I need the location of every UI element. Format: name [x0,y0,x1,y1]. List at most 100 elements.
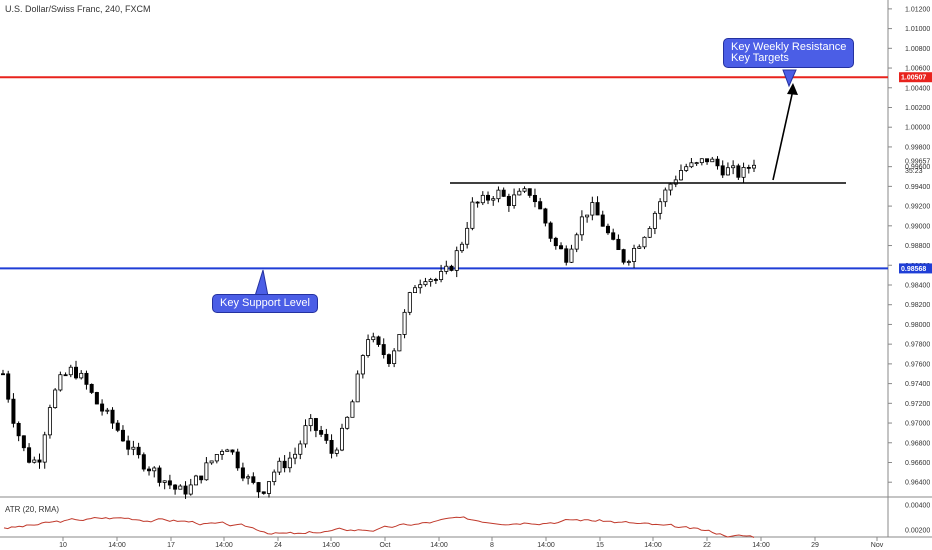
candle[interactable] [152,467,157,472]
candle[interactable] [605,225,610,234]
candle[interactable] [126,440,131,450]
candle[interactable] [308,418,313,427]
candle[interactable] [282,460,287,469]
resistance-callout[interactable]: Key Weekly Resistance Key Targets [723,38,855,68]
candle[interactable] [564,248,569,263]
candle[interactable] [663,189,668,203]
candle[interactable] [11,398,16,424]
candle[interactable] [517,190,522,196]
candle[interactable] [53,389,58,409]
candle[interactable] [94,392,99,405]
candle[interactable] [626,261,631,263]
candle[interactable] [303,425,308,445]
candle[interactable] [230,449,235,453]
candle[interactable] [397,334,402,352]
candle[interactable] [355,373,360,403]
candle[interactable] [277,460,282,473]
candle[interactable] [752,164,757,169]
candle[interactable] [42,434,47,463]
candle[interactable] [167,480,172,486]
candle[interactable] [652,212,657,229]
candle[interactable] [574,234,579,250]
candle[interactable] [407,292,412,313]
candle[interactable] [350,401,355,418]
candle[interactable] [433,279,438,281]
candle[interactable] [266,481,271,494]
candle[interactable] [423,281,428,286]
support-callout[interactable]: Key Support Level [212,294,318,313]
candle[interactable] [199,475,204,481]
candle[interactable] [465,227,470,245]
candle[interactable] [548,222,553,239]
candle[interactable] [110,409,115,424]
candle[interactable] [204,462,209,481]
candle[interactable] [261,491,266,494]
candle[interactable] [600,214,605,227]
candle[interactable] [678,170,683,181]
candle[interactable] [658,201,663,214]
candle[interactable] [339,427,344,451]
candle[interactable] [689,162,694,168]
candle[interactable] [272,471,277,483]
candle[interactable] [0,373,6,376]
candle[interactable] [376,336,381,345]
candle[interactable] [684,166,689,171]
candle[interactable] [68,366,73,376]
candle[interactable] [115,422,120,431]
candle[interactable] [746,167,751,169]
candle[interactable] [240,467,245,479]
candle[interactable] [428,279,433,283]
candle[interactable] [334,449,339,454]
candle[interactable] [235,451,240,469]
candle[interactable] [63,374,68,377]
candle[interactable] [486,194,491,201]
candle[interactable] [590,202,595,216]
candle[interactable] [637,246,642,249]
candle[interactable] [694,162,699,165]
candle[interactable] [225,449,230,452]
candle[interactable] [668,183,673,191]
candle[interactable] [256,482,261,493]
candle[interactable] [579,216,584,236]
candle[interactable] [595,202,600,216]
candle[interactable] [449,265,454,271]
candle[interactable] [386,354,391,364]
candle[interactable] [27,447,32,463]
candle[interactable] [329,439,334,454]
candle[interactable] [16,422,21,437]
candle[interactable] [491,198,496,201]
candle[interactable] [131,446,136,450]
candle[interactable] [611,232,616,240]
candle[interactable] [162,480,167,483]
candle[interactable] [632,247,637,262]
candle[interactable] [173,484,178,490]
candle[interactable] [470,201,475,229]
candle[interactable] [220,451,225,455]
candle[interactable] [512,194,517,206]
candle[interactable] [100,403,105,412]
candle[interactable] [183,485,188,495]
candle[interactable] [6,373,11,400]
candle[interactable] [37,459,42,463]
candle[interactable] [136,446,141,456]
candle[interactable] [381,344,386,356]
candle[interactable] [392,350,397,364]
candle[interactable] [538,201,543,210]
candle[interactable] [736,165,741,178]
candle[interactable] [475,201,480,204]
candle[interactable] [319,430,324,435]
candle[interactable] [621,249,626,263]
candle[interactable] [710,158,715,163]
candle[interactable] [543,208,548,224]
candle[interactable] [89,383,94,393]
candle[interactable] [532,194,537,203]
candle[interactable] [496,189,501,200]
candle[interactable] [439,271,444,281]
candle[interactable] [298,443,303,455]
candle[interactable] [402,311,407,335]
candle[interactable] [569,248,574,263]
candle[interactable] [418,284,423,289]
candle[interactable] [345,416,350,429]
candle[interactable] [141,454,146,470]
